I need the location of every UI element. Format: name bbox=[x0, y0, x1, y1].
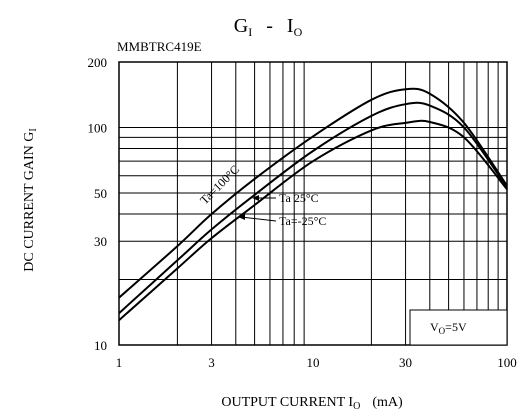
title-second: I bbox=[287, 15, 294, 37]
title-main: G bbox=[234, 15, 248, 37]
x-axis-label-text: OUTPUT CURRENT I bbox=[221, 395, 353, 410]
series-line-2 bbox=[118, 119, 508, 321]
series-line-1 bbox=[118, 101, 508, 314]
chart-title: GI - IO bbox=[234, 15, 303, 39]
title-main-subscript: I bbox=[248, 25, 252, 39]
y-tick-label: 200 bbox=[88, 55, 108, 70]
series-line-0 bbox=[118, 87, 508, 299]
series-label-m25-pointer bbox=[240, 216, 277, 222]
condition-box bbox=[409, 309, 508, 346]
series-label-m25-text: Ta=-25°C bbox=[279, 214, 326, 228]
y-tick-label: 100 bbox=[88, 120, 108, 135]
y-tick-label: 10 bbox=[94, 338, 107, 353]
x-axis-label-unit: (mA) bbox=[372, 395, 403, 410]
series-label-25-text: Ta 25°C bbox=[279, 191, 319, 205]
x-tick-label: 100 bbox=[497, 355, 517, 370]
condition-v: V bbox=[430, 320, 439, 334]
title-separator: - bbox=[266, 15, 273, 37]
y-axis-label-text: DC CURRENT GAIN G bbox=[22, 132, 37, 272]
x-axis-label: OUTPUT CURRENT IO (mA) bbox=[221, 395, 403, 412]
condition-v-subscript: O bbox=[439, 326, 446, 336]
x-tick-label: 30 bbox=[399, 355, 412, 370]
plot-frame bbox=[118, 61, 508, 346]
y-tick-label: 50 bbox=[94, 186, 107, 201]
condition-text: VO=5V bbox=[430, 320, 467, 336]
series-label-m25-arrow bbox=[238, 214, 245, 220]
x-axis-label-subscript: O bbox=[353, 401, 360, 412]
series-label-25: Ta 25°C bbox=[252, 191, 319, 205]
condition-value: =5V bbox=[445, 320, 467, 334]
y-axis-label-subscript: I bbox=[28, 128, 39, 131]
x-tick-label: 1 bbox=[116, 355, 123, 370]
series-label-25-arrow bbox=[252, 195, 259, 201]
x-tick-label: 3 bbox=[208, 355, 215, 370]
x-tick-label: 10 bbox=[307, 355, 320, 370]
y-tick-label: 30 bbox=[94, 234, 107, 249]
part-number: MMBTRC419E bbox=[117, 39, 202, 54]
y-tick-labels: 10 30 50 100 200 bbox=[88, 55, 108, 353]
x-tick-labels: 1 3 10 30 100 bbox=[116, 355, 517, 370]
title-second-subscript: O bbox=[294, 25, 303, 39]
y-axis-label: DC CURRENT GAIN GI bbox=[22, 128, 39, 271]
grid bbox=[119, 62, 507, 345]
series-lines bbox=[118, 87, 508, 321]
series-label-m25: Ta=-25°C bbox=[238, 214, 326, 228]
